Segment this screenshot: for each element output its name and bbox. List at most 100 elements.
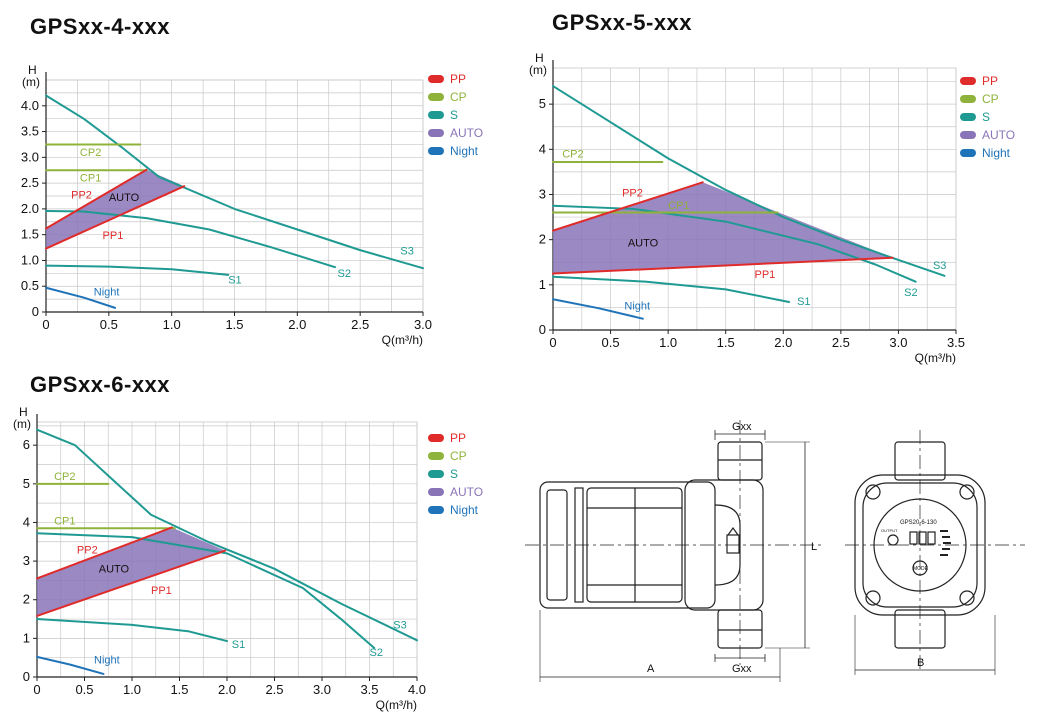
y-axis-label-unit: (m) [13,417,31,431]
x-tick-label: 2.5 [351,317,369,332]
series-s1-label: S1 [228,275,241,287]
legend-label-s: S [450,108,458,122]
chart-1: 0 0.5 1.0 1.5 2.0 2.5 3.0 0 0.5 1.0 1.5 2.0 2.5 3.0 3.… [21,63,483,347]
series-cp1-label: CP1 [54,515,75,527]
y-tick-label: 1 [539,277,546,292]
x-tick-label: 0.5 [75,682,93,697]
x-tick-label: 1.5 [170,682,188,697]
y-tick-label: 0 [32,304,39,319]
series-s2-label: S2 [904,287,917,299]
x-axis-label: Q(m³/h) [376,698,417,712]
series-s3-label: S3 [393,620,406,632]
legend-swatch-night [428,147,444,155]
legend-label-night: Night [450,144,479,158]
x-tick-label: 3.0 [414,317,432,332]
series-s1-line [36,618,228,643]
legend-swatch-pp [428,75,444,83]
y-tick-label: 3.0 [21,149,39,164]
chart-2-title: GPSxx-5-xxx [552,10,693,35]
series-cp1-label: CP1 [668,200,689,212]
legend-swatch-night [960,149,976,157]
legend-swatch-night [428,506,444,514]
series-cp2-label: CP2 [54,471,75,483]
series-pp1-line [36,549,227,617]
y-tick-label: 2 [539,232,546,247]
x-tick-label: 0 [33,682,40,697]
y-tick-label: 2.5 [21,175,39,190]
side-top-label: Gxx [732,421,752,433]
legend-label-cp: CP [450,90,467,104]
series-s1-label: S1 [797,296,810,308]
chart-3: 0 0.5 1.0 1.5 2.0 2.5 3.0 3.5 4.0 0 1 2 3 4 5 6 H(m) Q(m³… [13,405,483,712]
chart-2: 0 0.5 1.0 1.5 2.0 2.5 3.0 3.5 0 1 2 3 4 5 H(m) Q(m³/h) S… [529,51,1015,365]
series-pp1-label: PP1 [151,585,172,597]
chart-1-title: GPSxx-4-xxx [30,14,171,39]
series-cp1-label: CP1 [80,173,101,185]
front-mode-text: MODE [913,566,929,572]
y-tick-label: 3.5 [21,124,39,139]
legend-swatch-cp [428,452,444,460]
series-s2-line [36,532,376,650]
y-axis-label-h: H [28,63,37,77]
series-pp2-line [36,526,173,580]
x-tick-label: 4.0 [408,682,426,697]
series-s3-label: S3 [400,245,413,257]
x-tick-label: 1.5 [225,317,243,332]
y-axis-label-unit: (m) [22,75,40,89]
series-s2-line [45,209,337,269]
series-pp1-line [45,185,186,250]
series-pp2-line [45,168,148,230]
series-pp2-label: PP2 [71,190,92,202]
legend-swatch-auto [960,131,976,139]
series-pp2-label: PP2 [622,188,643,200]
y-tick-label: 3 [539,186,546,201]
legend-label-pp: PP [450,72,466,86]
legend-label-auto: AUTO [450,126,483,140]
pump-front-view: GPS20-6-130 OUTPUT MODE B [845,430,1025,675]
x-tick-label: 1.5 [717,335,735,350]
x-tick-label: 3.5 [947,335,965,350]
pump-side-view: Gxx Gxx A L [525,420,825,682]
legend-label-pp: PP [982,74,998,88]
grid [552,67,957,331]
legend-label-auto: AUTO [982,128,1015,142]
series-s2-label: S2 [370,647,383,659]
series-night-line [552,298,644,320]
x-tick-label: 2.0 [218,682,236,697]
x-tick-label: 3.5 [360,682,378,697]
x-axis-label: Q(m³/h) [382,333,423,347]
front-output-text: OUTPUT [881,528,898,533]
auto-annotation: AUTO [628,237,659,249]
series-s3-line [552,85,946,277]
series-pp1-label: PP1 [103,230,124,242]
x-axis-label: Q(m³/h) [915,351,956,365]
auto-region [553,182,893,274]
y-tick-label: 4 [23,514,30,529]
auto-region [46,169,185,249]
y-tick-label: 0 [539,322,546,337]
legend-label-night: Night [450,503,479,517]
series-night-label: Night [94,287,120,299]
x-tick-label: 1.0 [163,317,181,332]
front-model-text: GPS20-6-130 [900,520,937,526]
series-pp1-label: PP1 [755,269,776,281]
chart-3-title: GPSxx-6-xxx [30,372,171,397]
series-s3-line [36,428,418,642]
y-axis-label-h: H [19,405,28,419]
x-tick-label: 2.0 [774,335,792,350]
y-tick-label: 5 [539,96,546,111]
y-axis-label-unit: (m) [529,63,547,77]
legend-swatch-s [428,470,444,478]
legend-swatch-auto [428,129,444,137]
side-width-label: A [647,663,655,675]
series-night-line [36,655,105,675]
y-tick-label: 0 [23,669,30,684]
series-night-line [45,286,117,309]
series-pp1-line [552,256,894,275]
series-cp2-label: CP2 [562,148,583,160]
x-tick-label: 0.5 [602,335,620,350]
legend-label-cp: CP [982,92,999,106]
legend-swatch-auto [428,488,444,496]
x-tick-label: 0.5 [100,317,118,332]
series-pp2-line [552,181,704,232]
